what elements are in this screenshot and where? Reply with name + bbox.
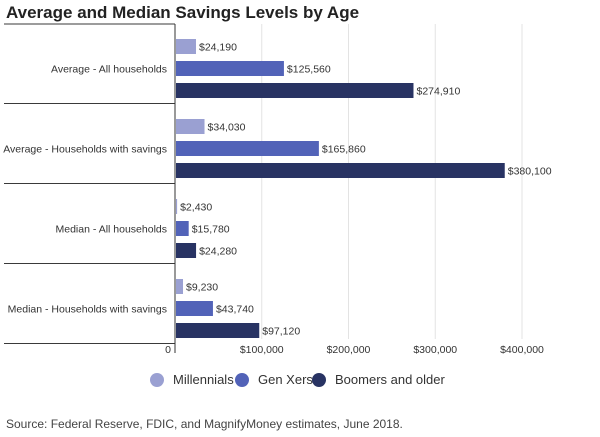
legend-swatch-millennials <box>150 372 164 387</box>
data-label: $9,230 <box>186 282 218 294</box>
category-label: Average - All households <box>51 64 167 76</box>
data-label: $34,030 <box>208 122 246 134</box>
data-label: $380,100 <box>508 166 552 178</box>
bar-boomers-and-older <box>176 323 260 338</box>
legend-item-gen-xers[interactable]: Gen Xers <box>235 372 313 387</box>
data-label: $2,430 <box>180 202 212 214</box>
data-label: $24,280 <box>199 246 237 258</box>
bar-boomers-and-older <box>176 243 197 258</box>
data-label: $97,120 <box>262 326 300 338</box>
data-label: $165,860 <box>322 144 366 156</box>
legend-item-boomers[interactable]: Boomers and older <box>312 372 445 387</box>
category-label: Average - Households with savings <box>3 144 167 156</box>
bar-gen-xers <box>176 61 284 76</box>
x-tick-label: $200,000 <box>327 344 371 356</box>
legend-item-millennials[interactable]: Millennials <box>150 372 234 387</box>
legend: Millennials Gen Xers Boomers and older <box>0 372 600 394</box>
bar-gen-xers <box>176 141 319 156</box>
bar-gen-xers <box>176 301 213 316</box>
data-label: $43,740 <box>216 304 254 316</box>
chart-title: Average and Median Savings Levels by Age <box>6 3 360 22</box>
bar-millennials <box>176 119 205 134</box>
legend-swatch-gen-xers <box>235 372 249 387</box>
bar-millennials <box>176 279 184 294</box>
bar-gen-xers <box>176 221 189 236</box>
bar-millennials <box>176 39 196 54</box>
category-label: Median - All households <box>56 224 168 236</box>
x-tick-label: $300,000 <box>413 344 457 356</box>
bar-boomers-and-older <box>176 163 505 178</box>
x-tick-label: $100,000 <box>240 344 284 356</box>
data-label: $125,560 <box>287 64 331 76</box>
legend-label-millennials: Millennials <box>173 372 234 387</box>
x-tick-label: 0 <box>165 344 171 356</box>
data-label: $274,910 <box>416 86 460 98</box>
category-label: Median - Households with savings <box>8 304 167 316</box>
data-label: $15,780 <box>192 224 230 236</box>
bar-chart: Average - All households Average - Househ… <box>3 23 552 356</box>
legend-swatch-boomers <box>312 372 326 387</box>
source-note: Source: Federal Reserve, FDIC, and Magni… <box>6 417 403 431</box>
x-tick-label: $400,000 <box>500 344 544 356</box>
legend-label-gen-xers: Gen Xers <box>258 372 313 387</box>
data-label: $24,190 <box>199 42 237 54</box>
bar-boomers-and-older <box>176 83 414 98</box>
legend-label-boomers: Boomers and older <box>335 372 445 387</box>
bar-millennials <box>176 199 178 214</box>
